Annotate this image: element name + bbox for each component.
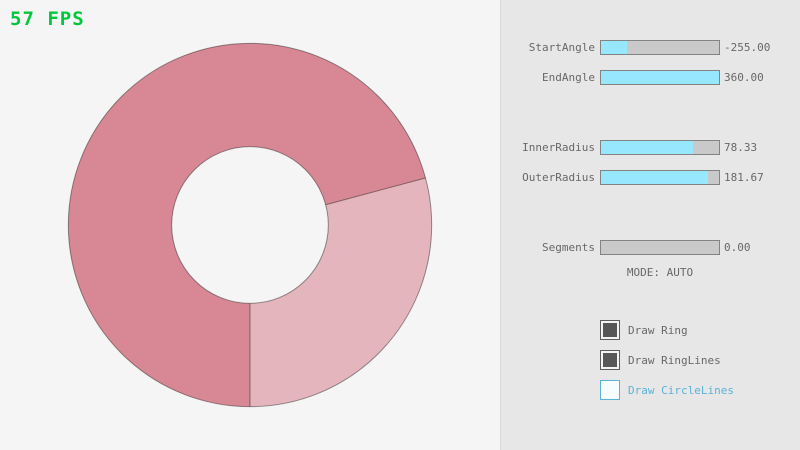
outerradius-slider-fill	[601, 171, 709, 184]
checkmark-icon	[603, 383, 617, 397]
draw-ringlines-row: Draw RingLines	[600, 350, 721, 370]
draw-circlelines-checkbox[interactable]	[600, 380, 620, 400]
startangle-slider-fill	[601, 41, 627, 54]
draw-ringlines-checkbox[interactable]	[600, 350, 620, 370]
checkmark-icon	[603, 353, 617, 367]
outerradius-label: OuterRadius	[522, 171, 595, 184]
draw-circlelines-label: Draw CircleLines	[628, 383, 734, 397]
innerradius-value: 78.33	[724, 141, 758, 154]
startangle-value: -255.00	[724, 41, 771, 54]
fps-counter: 57 FPS	[10, 8, 85, 30]
segments-label: Segments	[542, 241, 595, 254]
outerradius-value: 181.67	[724, 171, 764, 184]
endangle-value: 360.00	[724, 71, 764, 84]
endangle-label: EndAngle	[542, 71, 595, 84]
segments-mode-label: MODE: AUTO	[626, 266, 694, 279]
draw-ring-label: Draw Ring	[628, 323, 688, 337]
segments-value: 0.00	[724, 241, 751, 254]
innerradius-slider-fill	[601, 141, 694, 154]
segments-slider[interactable]	[600, 240, 720, 255]
draw-ring-checkbox[interactable]	[600, 320, 620, 340]
outerradius-slider[interactable]	[600, 170, 720, 185]
endangle-slider[interactable]	[600, 70, 720, 85]
innerradius-label: InnerRadius	[522, 141, 595, 154]
checkmark-icon	[603, 323, 617, 337]
startangle-label: StartAngle	[528, 41, 595, 54]
endangle-slider-fill	[601, 71, 719, 84]
innerradius-slider[interactable]	[600, 140, 720, 155]
draw-ring-row: Draw Ring	[600, 320, 688, 340]
draw-ringlines-label: Draw RingLines	[628, 353, 721, 367]
startangle-slider[interactable]	[600, 40, 720, 55]
draw-circlelines-row: Draw CircleLines	[600, 380, 734, 400]
